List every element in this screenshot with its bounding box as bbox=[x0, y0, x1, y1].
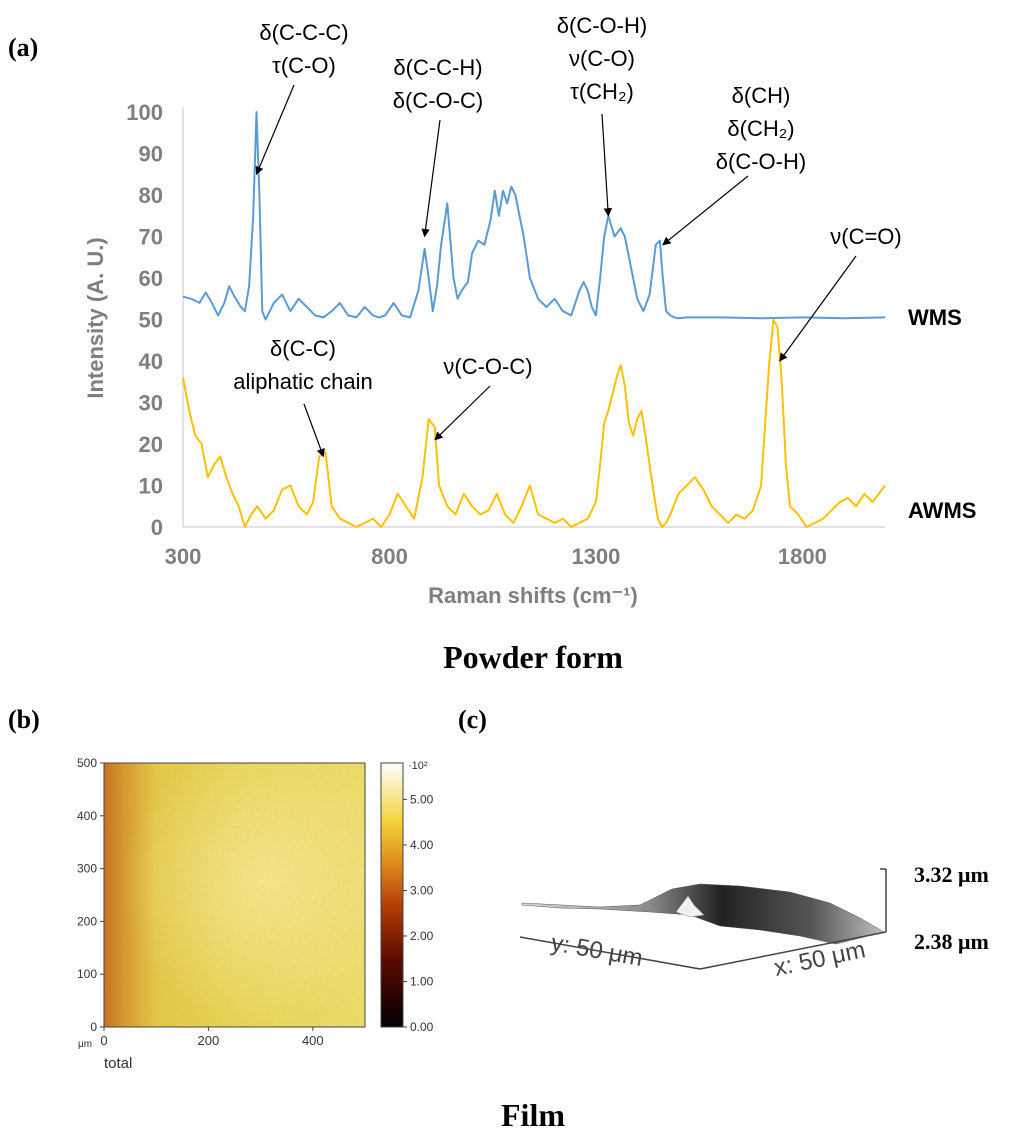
axis-y-edge bbox=[519, 936, 701, 970]
heatmap-chart: 0 100 200 300 400 500 0 200 400 μm total 0.00 1.… bbox=[77, 756, 434, 1072]
panel-label-b: (b) bbox=[8, 705, 40, 734]
y-tick-label: 20 bbox=[139, 432, 163, 457]
annotation-text: δ(C-O-H) bbox=[557, 13, 647, 38]
y-tick-label: 50 bbox=[139, 308, 163, 333]
y-tick-labels: 0 10 20 30 40 50 60 70 80 90 100 bbox=[126, 100, 163, 540]
annotation-text: ν(C=O) bbox=[830, 224, 902, 249]
panel-label-a: (a) bbox=[8, 33, 38, 62]
caption-film: Film bbox=[501, 1097, 565, 1133]
annotation-text: τ(C-O) bbox=[272, 53, 336, 78]
colorbar-multiplier: ·10² bbox=[408, 760, 428, 772]
y-tick-label: 30 bbox=[139, 391, 163, 416]
series-label-wms: WMS bbox=[908, 305, 962, 330]
heatmap-y-tick-label: 300 bbox=[77, 862, 97, 876]
caption-powder-form: Powder form bbox=[443, 639, 623, 675]
annotation-text: δ(C-O-C) bbox=[393, 88, 483, 113]
y-tick-label: 10 bbox=[139, 474, 163, 499]
peak-annotations: δ(C-C-C) τ(C-O) δ(C-C-H) δ(C-O-C) δ(C-O-H) ν(… bbox=[233, 13, 902, 458]
series-line-wms bbox=[182, 111, 886, 321]
heatmap-frame bbox=[103, 762, 366, 1028]
heatmap-bottom-label: total bbox=[104, 1055, 132, 1072]
surface-peak bbox=[675, 895, 705, 918]
heatmap-y-tick-label: 400 bbox=[77, 809, 97, 823]
annotation-arrow bbox=[434, 385, 491, 441]
colorbar-tick-label: 5.00 bbox=[410, 792, 434, 806]
heatmap-x-ticks: 0 200 400 bbox=[100, 1027, 324, 1048]
surface-z-max-label: 3.32 μm bbox=[914, 862, 989, 887]
annotation-text: ν(C-O) bbox=[569, 46, 635, 71]
annotation-arrow bbox=[601, 113, 613, 217]
x-tick-labels: 300 800 1300 1800 bbox=[165, 544, 827, 569]
annotation-text: δ(C-C-H) bbox=[393, 55, 482, 80]
annotation-arrow bbox=[255, 84, 295, 176]
colorbar-tick-label: 4.00 bbox=[410, 838, 434, 852]
colorbar-tick-label: 1.00 bbox=[410, 974, 434, 988]
x-tick-label: 800 bbox=[371, 544, 408, 569]
heatmap-noise bbox=[104, 763, 365, 1027]
series-line-awms bbox=[182, 318, 886, 528]
heatmap-y-tick-label: 200 bbox=[77, 914, 97, 928]
surface-y-axis-label: y: 50 μm bbox=[549, 929, 645, 972]
heatmap-x-tick-label: 400 bbox=[302, 1033, 324, 1048]
x-axis-label: Raman shifts (cm⁻¹) bbox=[428, 583, 638, 608]
series-lines bbox=[182, 111, 886, 528]
heatmap-x-tick-label: 0 bbox=[100, 1033, 107, 1048]
colorbar-tick-label: 3.00 bbox=[410, 883, 434, 897]
panel-label-c: (c) bbox=[458, 705, 487, 734]
surface-3d-plot: y: 50 μm x: 50 μm 3.32 μm 2.38 μm bbox=[519, 862, 989, 982]
heatmap-y-tick-label: 0 bbox=[90, 1020, 97, 1034]
x-tick-label: 300 bbox=[165, 544, 202, 569]
annotation-text: δ(CH₂) bbox=[727, 116, 794, 141]
colorbar bbox=[380, 762, 404, 1028]
heatmap-y-tick-label: 100 bbox=[77, 967, 97, 981]
annotation-arrow bbox=[421, 119, 441, 238]
y-axis-label: Intensity (A. U.) bbox=[83, 237, 108, 398]
y-tick-label: 0 bbox=[151, 515, 163, 540]
y-tick-label: 70 bbox=[139, 225, 163, 250]
colorbar-tick-label: 2.00 bbox=[410, 929, 434, 943]
x-tick-label: 1800 bbox=[778, 544, 827, 569]
annotation-text: δ(C-O-H) bbox=[716, 149, 806, 174]
surface-z-min-label: 2.38 μm bbox=[914, 929, 989, 954]
heatmap-x-tick-label: 200 bbox=[198, 1033, 220, 1048]
colorbar-ticks: 0.00 1.00 2.00 3.00 4.00 5.00 bbox=[403, 792, 434, 1034]
annotation-arrow bbox=[779, 255, 857, 362]
annotation-text: δ(C-C-C) bbox=[259, 20, 348, 45]
heatmap-y-tick-label: 500 bbox=[77, 756, 97, 770]
surface-x-axis-label: x: 50 μm bbox=[772, 936, 868, 982]
heatmap-y-ticks: 0 100 200 300 400 500 bbox=[77, 756, 104, 1034]
raman-chart: 0 10 20 30 40 50 60 70 80 90 100 300 800 1300 1800 δ(… bbox=[83, 13, 976, 608]
y-tick-label: 100 bbox=[126, 100, 163, 125]
chart-axes bbox=[182, 107, 885, 528]
annotation-text: aliphatic chain bbox=[233, 369, 372, 394]
x-tick-label: 1300 bbox=[571, 544, 620, 569]
annotation-text: ν(C-O-C) bbox=[443, 354, 532, 379]
annotation-text: δ(C-C) bbox=[270, 336, 336, 361]
colorbar-tick-label: 0.00 bbox=[410, 1020, 434, 1034]
annotation-arrow bbox=[662, 175, 749, 246]
y-tick-label: 40 bbox=[139, 349, 163, 374]
heatmap-unit-label: μm bbox=[78, 1039, 92, 1050]
y-tick-label: 60 bbox=[139, 266, 163, 291]
y-tick-label: 80 bbox=[139, 183, 163, 208]
series-label-awms: AWMS bbox=[908, 498, 976, 523]
annotation-text: δ(CH) bbox=[732, 83, 791, 108]
axis-x-edge bbox=[699, 931, 887, 970]
annotation-arrow bbox=[303, 403, 325, 458]
y-tick-label: 90 bbox=[139, 142, 163, 167]
annotation-text: τ(CH₂) bbox=[570, 79, 634, 104]
